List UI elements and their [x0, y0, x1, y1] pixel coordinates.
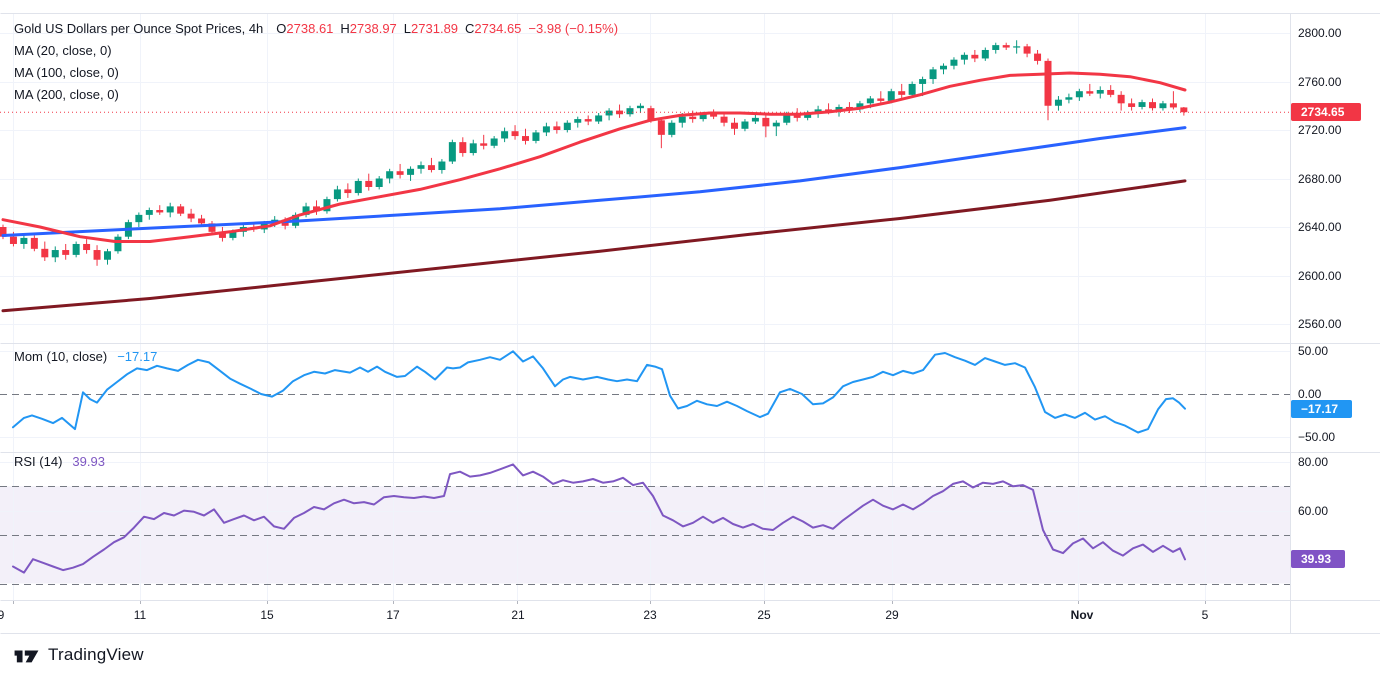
rsi-line — [12, 463, 1186, 574]
price-axis-label: 2680.00 — [1298, 171, 1342, 186]
ohlc-low-value: 2731.89 — [411, 21, 459, 36]
rsi-legend-value: 39.93 — [72, 454, 105, 469]
momentum-axis-label: 0.00 — [1298, 387, 1322, 401]
ohlc-open-label: O — [276, 21, 287, 36]
ohlc-close-label: C — [465, 21, 475, 36]
horizontal-gridlines — [0, 33, 1290, 512]
time-axis-label: 17 — [386, 608, 400, 622]
time-axis-label: 25 — [757, 608, 771, 622]
momentum-value-badge: −17.17 — [1291, 399, 1352, 418]
price-axis-label: 2600.00 — [1298, 268, 1342, 283]
time-axis-label: 29 — [885, 608, 899, 622]
momentum-legend-value: −17.17 — [117, 349, 158, 364]
momentum-axis-label: 50.00 — [1298, 344, 1329, 359]
price-axis-label: 2640.00 — [1298, 220, 1342, 234]
price-axis-label: 2800.00 — [1298, 26, 1342, 40]
time-scale[interactable]: 9 11 15 17 21 23 25 29 Nov 5 — [0, 600, 1290, 633]
momentum-line — [12, 350, 1186, 434]
rsi-axis-label: 80.00 — [1298, 455, 1329, 469]
ohlc-low-label: L — [403, 21, 412, 36]
momentum-legend[interactable]: Mom (10, close) −17.17 — [14, 349, 157, 365]
tradingview-logo-text: TradingView — [48, 645, 144, 664]
ohlc-open-value: 2738.61 — [286, 21, 334, 36]
price-scale[interactable]: 2734.65 −17.17 39.93 2800.00 2760.00 2720.… — [1290, 0, 1380, 633]
time-axis-label: 15 — [260, 608, 274, 622]
tradingview-watermark[interactable]: TradingView — [14, 645, 144, 665]
rsi-axis-label: 60.00 — [1298, 503, 1329, 518]
momentum-legend-name: Mom (10, close) — [14, 349, 108, 364]
price-axis-label: 2560.00 — [1298, 317, 1342, 331]
time-axis-label: Nov — [1070, 608, 1094, 622]
dashed-levels — [0, 394, 1290, 585]
time-axis-label: 23 — [643, 608, 657, 622]
rsi-legend-name: RSI (14) — [14, 454, 63, 469]
time-axis-label: 5 — [1201, 608, 1209, 622]
ma-line-2 — [1, 179, 1187, 313]
ohlc-close-value: 2734.65 — [474, 21, 522, 36]
ohlc-high-value: 2738.97 — [349, 21, 397, 36]
time-axis-label: 9 — [0, 608, 5, 622]
rsi-legend[interactable]: RSI (14) 39.93 — [14, 454, 105, 470]
price-axis-label: 2720.00 — [1298, 123, 1342, 137]
ma100-legend[interactable]: MA (100, close, 0) — [14, 65, 119, 80]
ohlc-high-label: H — [340, 21, 350, 36]
symbol-legend[interactable]: Gold US Dollars per Ounce Spot Prices, 4… — [14, 21, 618, 37]
ma20-legend[interactable]: MA (20, close, 0) — [14, 43, 112, 58]
tradingview-logo-icon — [14, 650, 39, 663]
rsi-band — [0, 486, 1290, 584]
change-value: −3.98 (−0.15%) — [528, 21, 619, 36]
price-axis-label: 2760.00 — [1298, 74, 1342, 89]
time-axis-label: 21 — [511, 608, 525, 622]
time-axis-label: 11 — [133, 608, 147, 622]
rsi-value-badge: 39.93 — [1291, 550, 1345, 569]
pane-borders — [0, 13, 1380, 634]
last-price-badge: 2734.65 — [1291, 103, 1361, 122]
ma200-legend[interactable]: MA (200, close, 0) — [14, 87, 119, 102]
ma-line-0 — [1, 71, 1187, 243]
momentum-axis-label: −50.00 — [1298, 429, 1336, 444]
symbol-title: Gold US Dollars per Ounce Spot Prices, 4… — [14, 21, 264, 36]
ma-line-1 — [1, 126, 1187, 237]
